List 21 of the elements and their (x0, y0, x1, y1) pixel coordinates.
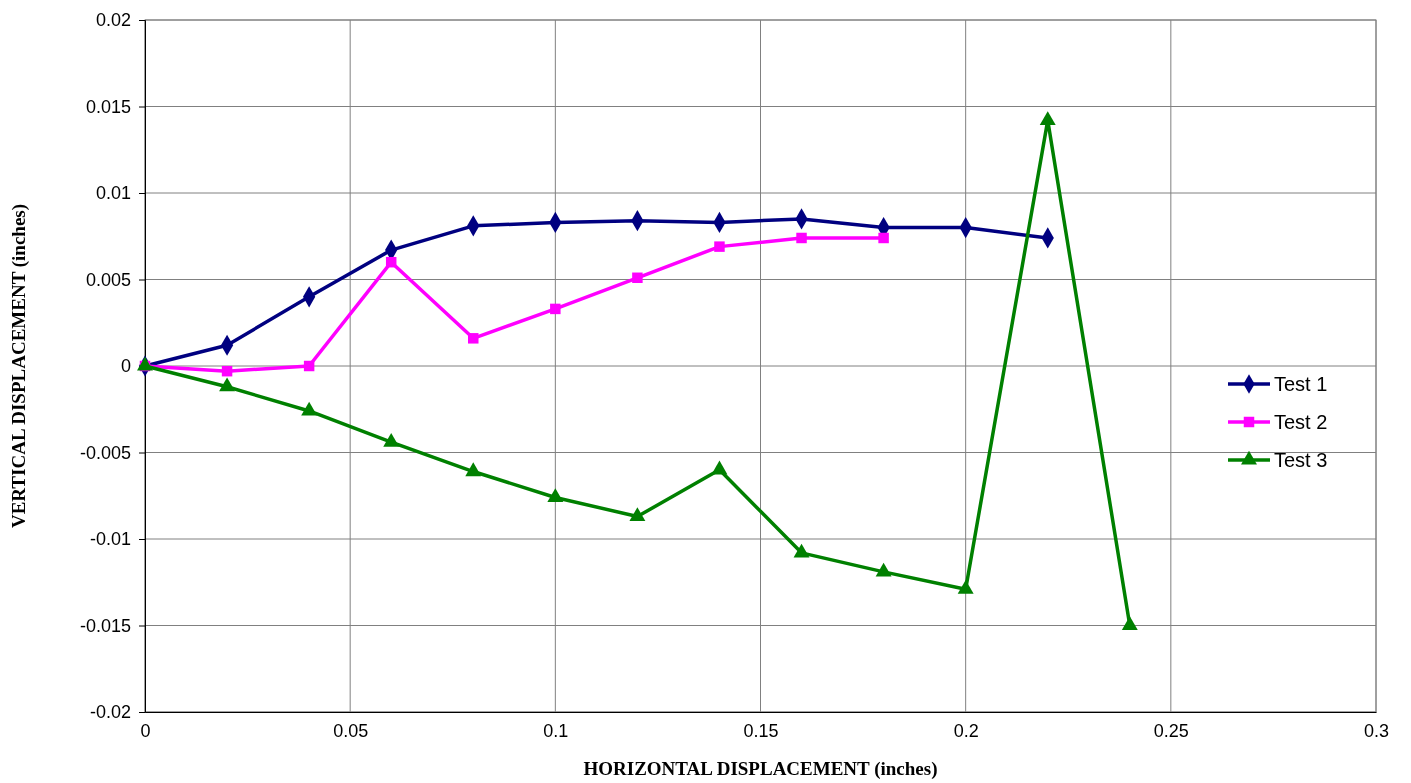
x-tick-label: 0.25 (1153, 720, 1189, 741)
y-tick-label: -0.015 (79, 615, 131, 636)
y-tick-label: -0.02 (89, 702, 131, 723)
legend-label: Test 3 (1274, 449, 1328, 471)
x-tick-label: 0.3 (1363, 720, 1390, 741)
y-tick-label: 0.005 (85, 269, 131, 290)
x-tick-label: 0.15 (743, 720, 779, 741)
legend-label: Test 2 (1274, 411, 1328, 433)
y-tick-label: -0.01 (89, 529, 131, 550)
x-tick-label: 0.1 (543, 720, 569, 741)
legend-label: Test 1 (1274, 373, 1328, 395)
x-tick-label: 0.05 (333, 720, 369, 741)
y-tick-label: 0 (120, 356, 131, 377)
y-tick-label: 0.015 (85, 96, 131, 117)
x-tick-label: 0 (140, 720, 151, 741)
y-tick-label: -0.005 (79, 442, 131, 463)
y-axis-title: VERTICAL DISPLACEMENT (inches) (8, 203, 30, 529)
y-tick-label: 0.01 (95, 183, 131, 204)
y-tick-label: 0.02 (95, 10, 131, 31)
x-axis-title: HORIZONTAL DISPLACEMENT (inches) (583, 758, 938, 780)
x-tick-label: 0.2 (953, 720, 979, 741)
